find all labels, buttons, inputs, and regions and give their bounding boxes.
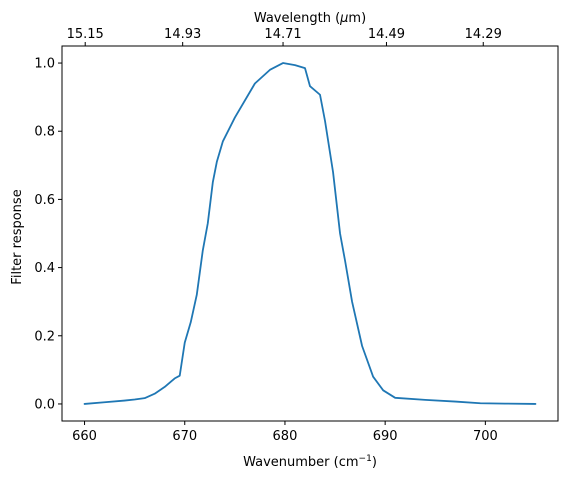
x-axis-label: Wavenumber (cm−1): [243, 454, 377, 470]
y-tick-label: 0.2: [34, 329, 55, 344]
x-tick-label: 700: [473, 429, 498, 444]
top-tick-label: 14.93: [164, 27, 201, 42]
y-axis-label: Filter response: [10, 189, 25, 284]
y-tick-label: 0.4: [34, 261, 55, 276]
x-tick-label: 670: [172, 429, 197, 444]
series-layer: [83, 62, 537, 405]
top-tick-label: 14.71: [264, 27, 301, 42]
y-tick-label: 0.6: [34, 193, 55, 208]
x-tick-label: 660: [72, 429, 97, 444]
y-tick-label: 1.0: [34, 57, 55, 72]
plot-area-frame: [61, 45, 559, 422]
series-line-0: [83, 62, 537, 405]
x-tick-label: 690: [373, 429, 398, 444]
top-tick-label: 14.29: [465, 27, 502, 42]
y-tick-label: 0.8: [34, 125, 55, 140]
top-tick-label: 15.15: [67, 27, 104, 42]
x-tick-label: 680: [273, 429, 298, 444]
y-tick-label: 0.0: [34, 397, 55, 412]
top-x-axis-label: Wavelength (μm): [254, 11, 366, 26]
top-tick-label: 14.49: [368, 27, 405, 42]
ticks-layer: 660 670 680 690 700 0.0 0.2 0.4 0.6 0.8 1.0 15.15 14…: [34, 27, 502, 444]
